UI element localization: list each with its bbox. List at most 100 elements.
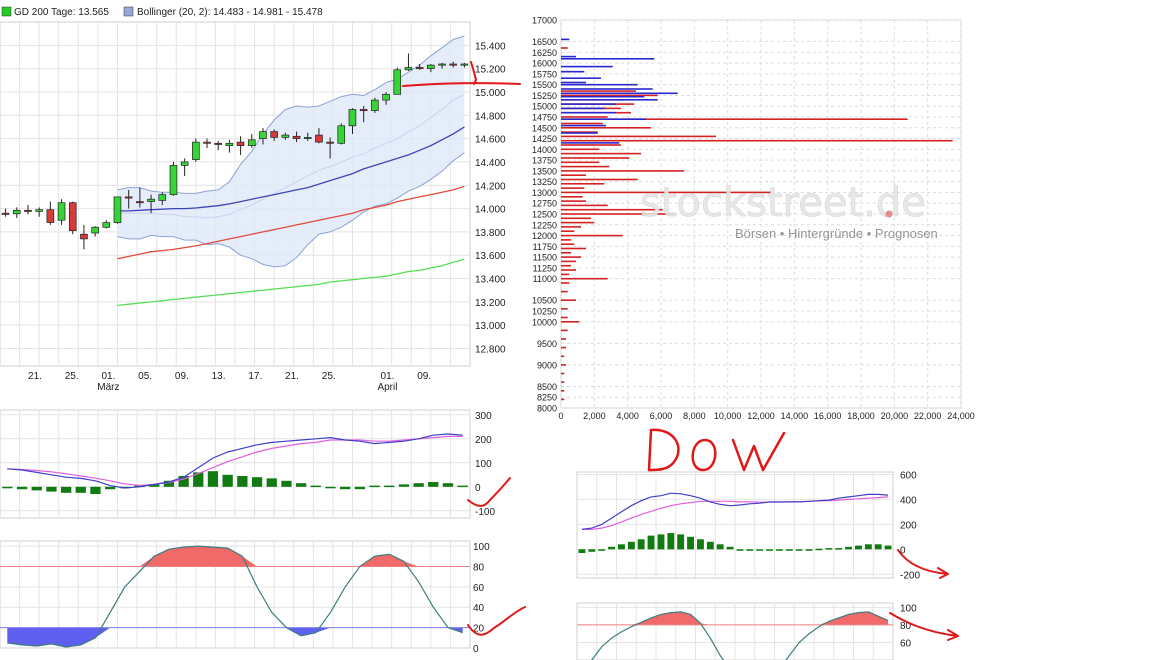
volume-profile-x-tick-label: 10,000	[714, 411, 742, 421]
volume-profile-y-tick-label: 16500	[532, 37, 557, 47]
candle-body	[57, 202, 66, 221]
dow-macd-chart: 600 400 200 0 -200	[576, 470, 920, 581]
volume-profile-y-tick-label: 16000	[532, 59, 557, 69]
macd-histogram-bar	[178, 476, 189, 487]
price-y-tick-label: 14.800	[475, 111, 506, 122]
volume-profile-y-tick-label: 9000	[537, 360, 557, 370]
volume-profile-red-bar	[561, 316, 568, 319]
candle-body	[113, 196, 122, 223]
candle-body	[192, 141, 200, 160]
macd-histogram-bar	[413, 483, 424, 487]
volume-profile-red-bar	[561, 116, 608, 118]
volume-profile-red-bar	[561, 355, 565, 358]
price-y-tick-label: 14.000	[475, 205, 506, 216]
dow-macd-arrow-mark	[897, 549, 949, 579]
dow-annotation-text: DOW	[700, 453, 720, 462]
volume-profile-x-tick-label: 20,000	[881, 411, 909, 421]
candle-body	[371, 99, 379, 111]
macd-histogram-bar	[266, 478, 277, 487]
volume-profile-red-bar	[561, 170, 685, 172]
macd-histogram-bar	[149, 484, 160, 487]
dow_stoch-overbought-area	[581, 611, 889, 625]
volume-profile-red-bar	[561, 230, 575, 232]
volume-profile-red-bar	[561, 174, 586, 176]
macd-histogram-bar	[75, 486, 86, 493]
sma-legend-swatch	[1, 6, 12, 17]
volume-profile-blue-bar	[561, 111, 616, 114]
dow_macd-histogram-bar	[677, 534, 685, 550]
dow_macd-histogram-bar	[874, 544, 882, 550]
candle-body	[236, 141, 245, 146]
volume-profile-blue-bar	[561, 124, 606, 127]
candle-body	[136, 201, 144, 204]
volume-profile-blue-bar	[561, 70, 585, 73]
volume-profile-x-tick-label: 24,000	[947, 411, 975, 421]
volume-profile-red-bar	[561, 118, 908, 120]
macd-y-tick-label: 300	[475, 411, 492, 422]
candle-body	[102, 222, 111, 228]
volume-profile-y-tick-label: 17000	[532, 16, 557, 26]
dow_macd-histogram-bar	[805, 549, 813, 551]
price-y-tick-label: 13.400	[475, 275, 506, 286]
volume-profile-red-bar	[561, 191, 771, 194]
volume-profile-x-tick-label: 16,000	[814, 411, 842, 421]
dow_macd-y-tick-label: -200	[900, 570, 920, 581]
volume-profile-y-tick-label: 9500	[537, 339, 557, 349]
volume-profile-red-bar	[561, 213, 675, 215]
volume-profile-red-bar	[561, 269, 576, 271]
price-x-tick-label: 01.	[101, 371, 115, 382]
volume-profile-y-tick-label: 14500	[532, 123, 557, 133]
dow_macd-y-tick-label: 0	[900, 545, 906, 556]
dow_macd-macd-line	[581, 492, 889, 530]
volume-profile-red-bar	[561, 252, 571, 254]
volume-profile-y-tick-label: 10500	[532, 296, 557, 306]
candle-body	[348, 109, 357, 127]
volume-profile-y-tick-label: 12000	[532, 231, 557, 241]
volume-profile-red-bar	[561, 157, 630, 159]
price-x-tick-label: 21.	[285, 371, 299, 382]
dow_macd-histogram-bar	[835, 548, 843, 550]
volume-profile-blue-bar	[561, 107, 605, 110]
macd-histogram-bar	[237, 476, 248, 487]
volume-profile-y-tick-label: 14000	[532, 145, 557, 155]
dow_macd-histogram-bar	[627, 541, 635, 550]
candle-body	[147, 198, 155, 202]
volume-profile-y-tick-label: 12500	[532, 210, 557, 220]
price-y-tick-label: 14.600	[475, 135, 506, 146]
volume-profile-red-bar	[561, 135, 716, 138]
volume-profile-blue-bar	[561, 81, 586, 84]
price-y-tick-label: 13.800	[475, 228, 506, 239]
volume-profile-red-bar	[561, 221, 595, 224]
volume-profile-blue-bar	[561, 99, 658, 101]
watermark-dot-icon	[885, 210, 893, 218]
volume-profile-y-tick-label: 10250	[532, 307, 557, 317]
price-x-tick-label: 05.	[138, 371, 152, 382]
macd-histogram-bar	[340, 486, 351, 490]
volume-profile-y-tick-label: 11750	[533, 242, 557, 252]
volume-profile-y-tick-label: 13000	[532, 188, 557, 198]
stoch-y-tick-label: 100	[473, 542, 490, 553]
stoch-plot-area	[0, 545, 470, 648]
volume-profile-red-bar	[561, 94, 658, 97]
volume-profile-y-tick-label: 15000	[532, 102, 557, 112]
candle-body	[281, 134, 290, 138]
dow_macd-histogram-bar	[825, 548, 833, 550]
price-chart: 15.400 15.200 15.000 14.800 14.600 14.400 14.2…	[0, 21, 506, 393]
volume-profile-red-bar	[561, 234, 623, 237]
macd-histogram-bar	[398, 484, 410, 487]
bollinger-legend-swatch	[123, 6, 134, 17]
candle-body	[12, 209, 21, 215]
volume-profile-red-bar	[561, 47, 568, 49]
dow-letter-o	[691, 438, 717, 472]
volume-profile-y-tick-label: 15500	[532, 80, 557, 90]
macd-histogram-bar	[61, 486, 72, 493]
price-x-tick-label: 01.	[381, 371, 395, 382]
volume-profile-red-bar	[561, 364, 566, 366]
candle-body	[124, 196, 133, 199]
volume-profile-y-tick-label: 10000	[532, 317, 557, 327]
macd-histogram-bar	[428, 482, 439, 487]
watermark-tagline: Börsen • Hintergründe • Prognosen	[735, 226, 938, 241]
dow_macd-histogram-bar	[578, 549, 586, 553]
volume-profile-red-bar	[561, 282, 570, 284]
volume-profile-red-bar	[561, 208, 663, 211]
